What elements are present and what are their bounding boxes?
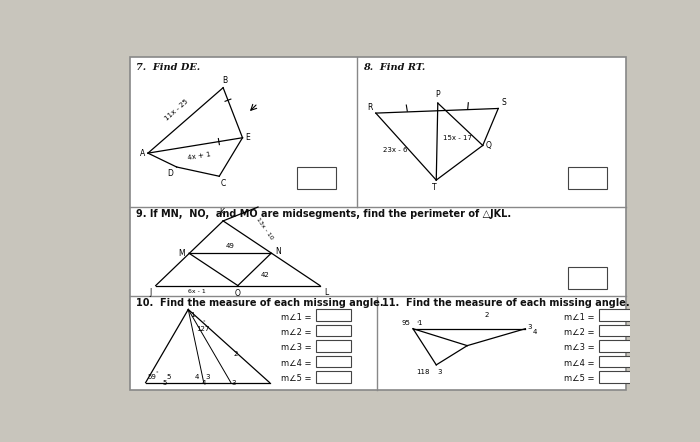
Bar <box>599 340 634 352</box>
Text: O: O <box>235 289 241 297</box>
Bar <box>316 371 351 383</box>
Text: 13x - 10: 13x - 10 <box>255 216 274 240</box>
Text: 2: 2 <box>484 312 489 318</box>
Text: 4: 4 <box>202 381 206 386</box>
Text: 23x - 6: 23x - 6 <box>383 148 407 153</box>
Text: 3: 3 <box>438 369 442 375</box>
Text: E: E <box>246 133 251 142</box>
Text: m∠1 =: m∠1 = <box>564 312 594 321</box>
Text: 3: 3 <box>528 324 532 330</box>
Text: m∠2 =: m∠2 = <box>281 328 312 337</box>
Text: L: L <box>324 288 328 297</box>
Text: 4x + 1: 4x + 1 <box>187 152 211 161</box>
Text: m∠5 =: m∠5 = <box>564 374 594 383</box>
Bar <box>316 325 351 336</box>
Text: T: T <box>433 183 437 192</box>
Text: 7.  Find DE.: 7. Find DE. <box>136 63 200 72</box>
Text: 2: 2 <box>233 351 237 357</box>
Text: 5: 5 <box>163 381 167 386</box>
Text: 118: 118 <box>416 369 430 375</box>
Text: K: K <box>219 208 224 217</box>
Text: m∠5 =: m∠5 = <box>281 374 312 383</box>
Text: m∠1 =: m∠1 = <box>281 312 312 321</box>
Text: 1: 1 <box>190 312 195 318</box>
Text: N: N <box>275 247 281 256</box>
Text: 15x - 17: 15x - 17 <box>443 135 473 141</box>
Text: C: C <box>220 179 226 188</box>
Text: 11x - 25: 11x - 25 <box>163 99 189 122</box>
Bar <box>316 340 351 352</box>
Bar <box>297 167 335 189</box>
Text: R: R <box>368 103 372 111</box>
Text: A: A <box>139 149 145 158</box>
Text: 6x - 1: 6x - 1 <box>188 290 206 294</box>
Text: 59: 59 <box>147 374 156 380</box>
Text: Q: Q <box>486 141 491 150</box>
Text: B: B <box>222 76 228 84</box>
Bar <box>568 167 607 189</box>
Text: M: M <box>178 249 185 258</box>
Text: °: ° <box>155 371 158 377</box>
Text: 49: 49 <box>225 244 234 249</box>
Text: D: D <box>168 169 174 178</box>
Bar <box>568 267 607 289</box>
Text: °: ° <box>417 321 419 326</box>
Text: 1: 1 <box>417 320 421 326</box>
Text: 127: 127 <box>196 326 209 332</box>
Text: m∠4 =: m∠4 = <box>564 359 594 368</box>
Text: 4: 4 <box>195 374 199 380</box>
Text: m∠2 =: m∠2 = <box>564 328 594 337</box>
Text: 5: 5 <box>167 374 171 380</box>
Bar <box>599 356 634 367</box>
Bar <box>599 309 634 321</box>
Text: 4: 4 <box>533 329 538 335</box>
Text: P: P <box>435 90 440 99</box>
Text: m∠3 =: m∠3 = <box>281 343 312 352</box>
Text: 3: 3 <box>205 374 210 380</box>
Text: 8.  Find RT.: 8. Find RT. <box>363 63 426 72</box>
Text: S: S <box>501 98 506 107</box>
Bar <box>316 309 351 321</box>
Text: 11.  Find the measure of each missing angle.: 11. Find the measure of each missing ang… <box>382 298 629 308</box>
Text: 3: 3 <box>232 381 236 386</box>
Bar <box>316 356 351 367</box>
Text: J: J <box>150 288 152 297</box>
Text: °: ° <box>202 320 205 325</box>
Text: m∠4 =: m∠4 = <box>281 359 312 368</box>
Text: 95: 95 <box>402 320 411 326</box>
Text: 42: 42 <box>260 272 270 278</box>
Text: 10.  Find the measure of each missing angle.: 10. Find the measure of each missing ang… <box>136 298 383 308</box>
Text: 9. If MN,  NO,  and MO are midsegments, find the perimeter of △JKL.: 9. If MN, NO, and MO are midsegments, fi… <box>136 210 511 219</box>
Text: m∠3 =: m∠3 = <box>564 343 595 352</box>
Bar <box>599 371 634 383</box>
Bar <box>599 325 634 336</box>
